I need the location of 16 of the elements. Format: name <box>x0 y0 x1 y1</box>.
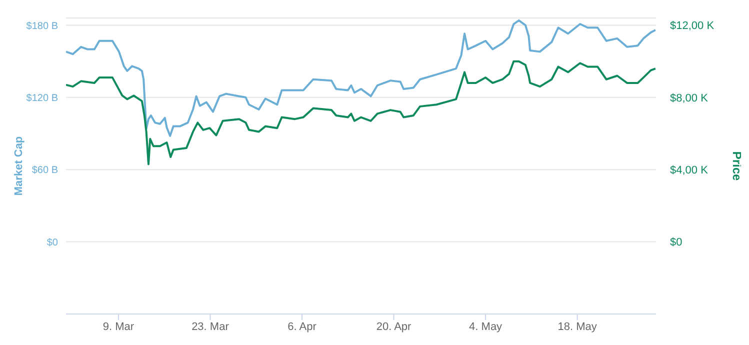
x-tick-label: 9. Mar <box>102 320 134 333</box>
y2-tick-label: $8,00 K <box>670 92 709 104</box>
y-axis-title: Market Cap <box>12 136 25 196</box>
y2-axis-title: Price <box>730 151 744 181</box>
x-tick-label: 23. Mar <box>192 320 230 333</box>
y-tick-label: $0 <box>46 237 58 248</box>
y2-tick-label: $12,00 K <box>670 20 715 32</box>
y-tick-label: $60 B <box>32 165 58 176</box>
y2-tick-label: $0 <box>670 236 682 249</box>
x-tick-label: 20. Apr <box>376 320 412 333</box>
x-tick-label: 6. Apr <box>288 320 317 333</box>
y2-tick-label: $4,00 K <box>670 164 709 177</box>
y-tick-label: $120 B <box>26 92 58 104</box>
x-tick-label: 18. May <box>558 320 598 333</box>
y-tick-label: $180 B <box>26 20 58 32</box>
x-tick-label: 4. May <box>469 320 503 333</box>
